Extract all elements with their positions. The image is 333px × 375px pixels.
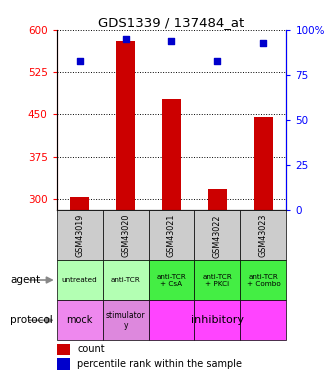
Text: GSM43023: GSM43023 <box>259 214 268 258</box>
Bar <box>149 300 194 340</box>
Bar <box>162 99 181 210</box>
Text: mock: mock <box>66 315 93 325</box>
Bar <box>57 210 103 260</box>
Text: GSM43019: GSM43019 <box>75 214 84 258</box>
Text: inhibitory: inhibitory <box>191 315 244 325</box>
Bar <box>194 300 240 340</box>
Text: agent: agent <box>10 275 40 285</box>
Bar <box>57 300 103 340</box>
Text: anti-TCR
+ PKCi: anti-TCR + PKCi <box>202 273 232 286</box>
Title: GDS1339 / 137484_at: GDS1339 / 137484_at <box>98 16 245 29</box>
Bar <box>103 300 149 340</box>
Bar <box>254 117 273 210</box>
Text: anti-TCR: anti-TCR <box>111 277 141 283</box>
Bar <box>70 197 89 210</box>
Bar <box>240 260 286 300</box>
Bar <box>103 210 149 260</box>
Text: stimulator
y: stimulator y <box>106 310 145 330</box>
Text: protocol: protocol <box>10 315 53 325</box>
Point <box>123 36 128 42</box>
Point <box>261 40 266 46</box>
Point <box>77 58 82 64</box>
Text: GSM43020: GSM43020 <box>121 214 130 258</box>
Text: count: count <box>77 344 105 354</box>
Bar <box>208 189 227 210</box>
Bar <box>57 260 103 300</box>
Bar <box>194 210 240 260</box>
Bar <box>149 260 194 300</box>
Bar <box>149 210 194 260</box>
Text: untreated: untreated <box>62 277 98 283</box>
Bar <box>103 260 149 300</box>
Bar <box>240 210 286 260</box>
Text: GSM43022: GSM43022 <box>213 214 222 258</box>
Text: percentile rank within the sample: percentile rank within the sample <box>77 359 242 369</box>
Text: GSM43021: GSM43021 <box>167 214 176 258</box>
Bar <box>57 358 70 370</box>
Text: anti-TCR
+ Combo: anti-TCR + Combo <box>246 273 280 286</box>
Bar <box>116 41 135 210</box>
Bar <box>57 344 70 355</box>
Point <box>215 58 220 64</box>
Bar <box>194 260 240 300</box>
Text: anti-TCR
+ CsA: anti-TCR + CsA <box>157 273 186 286</box>
Point <box>169 38 174 44</box>
Bar <box>240 300 286 340</box>
